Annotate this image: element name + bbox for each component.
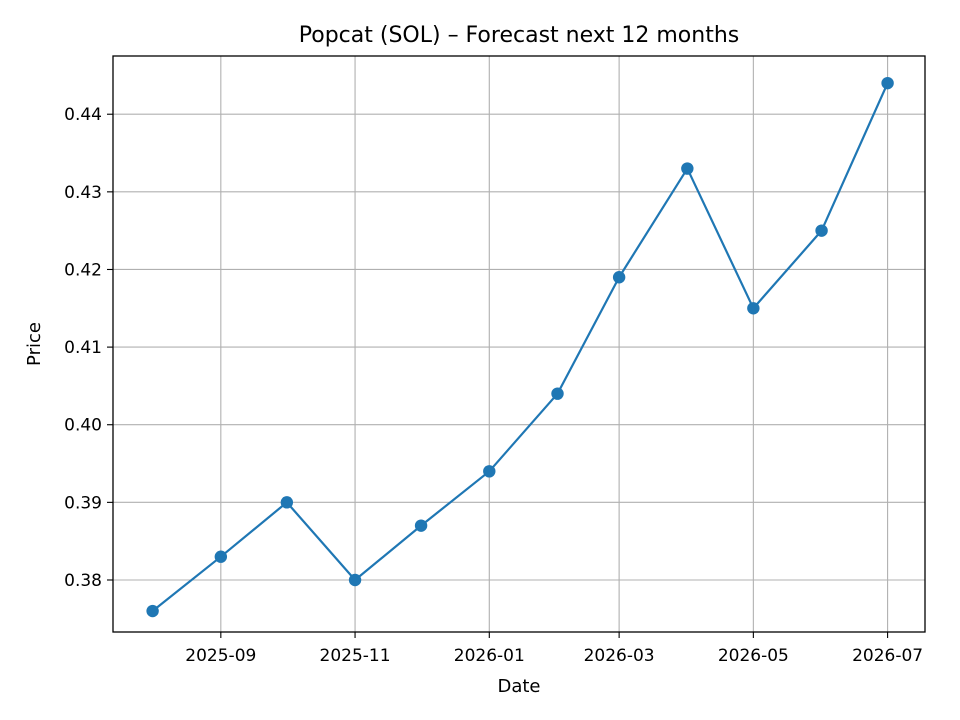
x-tick-label: 2026-03 — [584, 646, 655, 666]
data-point — [414, 519, 428, 532]
y-axis: 0.38 0.39 0.40 0.41 0.42 0.43 0.44 — [64, 105, 113, 591]
data-point — [348, 573, 362, 587]
chart-title: Popcat (SOL) – Forecast next 12 months — [299, 23, 739, 48]
x-tick-label: 2026-07 — [852, 646, 923, 666]
data-point — [612, 271, 626, 284]
y-tick-label: 0.38 — [64, 571, 102, 591]
grid — [113, 56, 925, 632]
plot-frame — [112, 55, 926, 633]
data-point — [146, 604, 159, 618]
data-point — [747, 302, 760, 315]
data-point — [214, 550, 228, 563]
data-point — [881, 76, 894, 90]
x-axis: 2025-09 2025-11 2026-01 2026-03 2026-05 2026-… — [185, 632, 923, 666]
x-tick-label: 2025-11 — [320, 646, 391, 666]
y-tick-label: 0.39 — [64, 493, 102, 513]
y-tick-label: 0.44 — [64, 105, 102, 125]
data-point — [551, 387, 564, 400]
y-tick-label: 0.43 — [64, 183, 102, 203]
y-axis-label: Price — [24, 322, 45, 366]
data-point — [280, 496, 294, 509]
x-tick-label: 2025-09 — [185, 646, 256, 666]
data-point — [815, 224, 828, 237]
series-line — [151, 82, 889, 612]
x-axis-label: Date — [497, 676, 540, 697]
data-point — [483, 465, 496, 478]
x-tick-label: 2026-05 — [718, 646, 789, 666]
data-point — [681, 162, 694, 175]
x-tick-label: 2026-01 — [454, 646, 525, 666]
y-tick-label: 0.42 — [64, 260, 102, 280]
series-layer — [146, 76, 894, 618]
y-tick-label: 0.41 — [64, 338, 102, 358]
y-tick-label: 0.40 — [64, 416, 102, 436]
